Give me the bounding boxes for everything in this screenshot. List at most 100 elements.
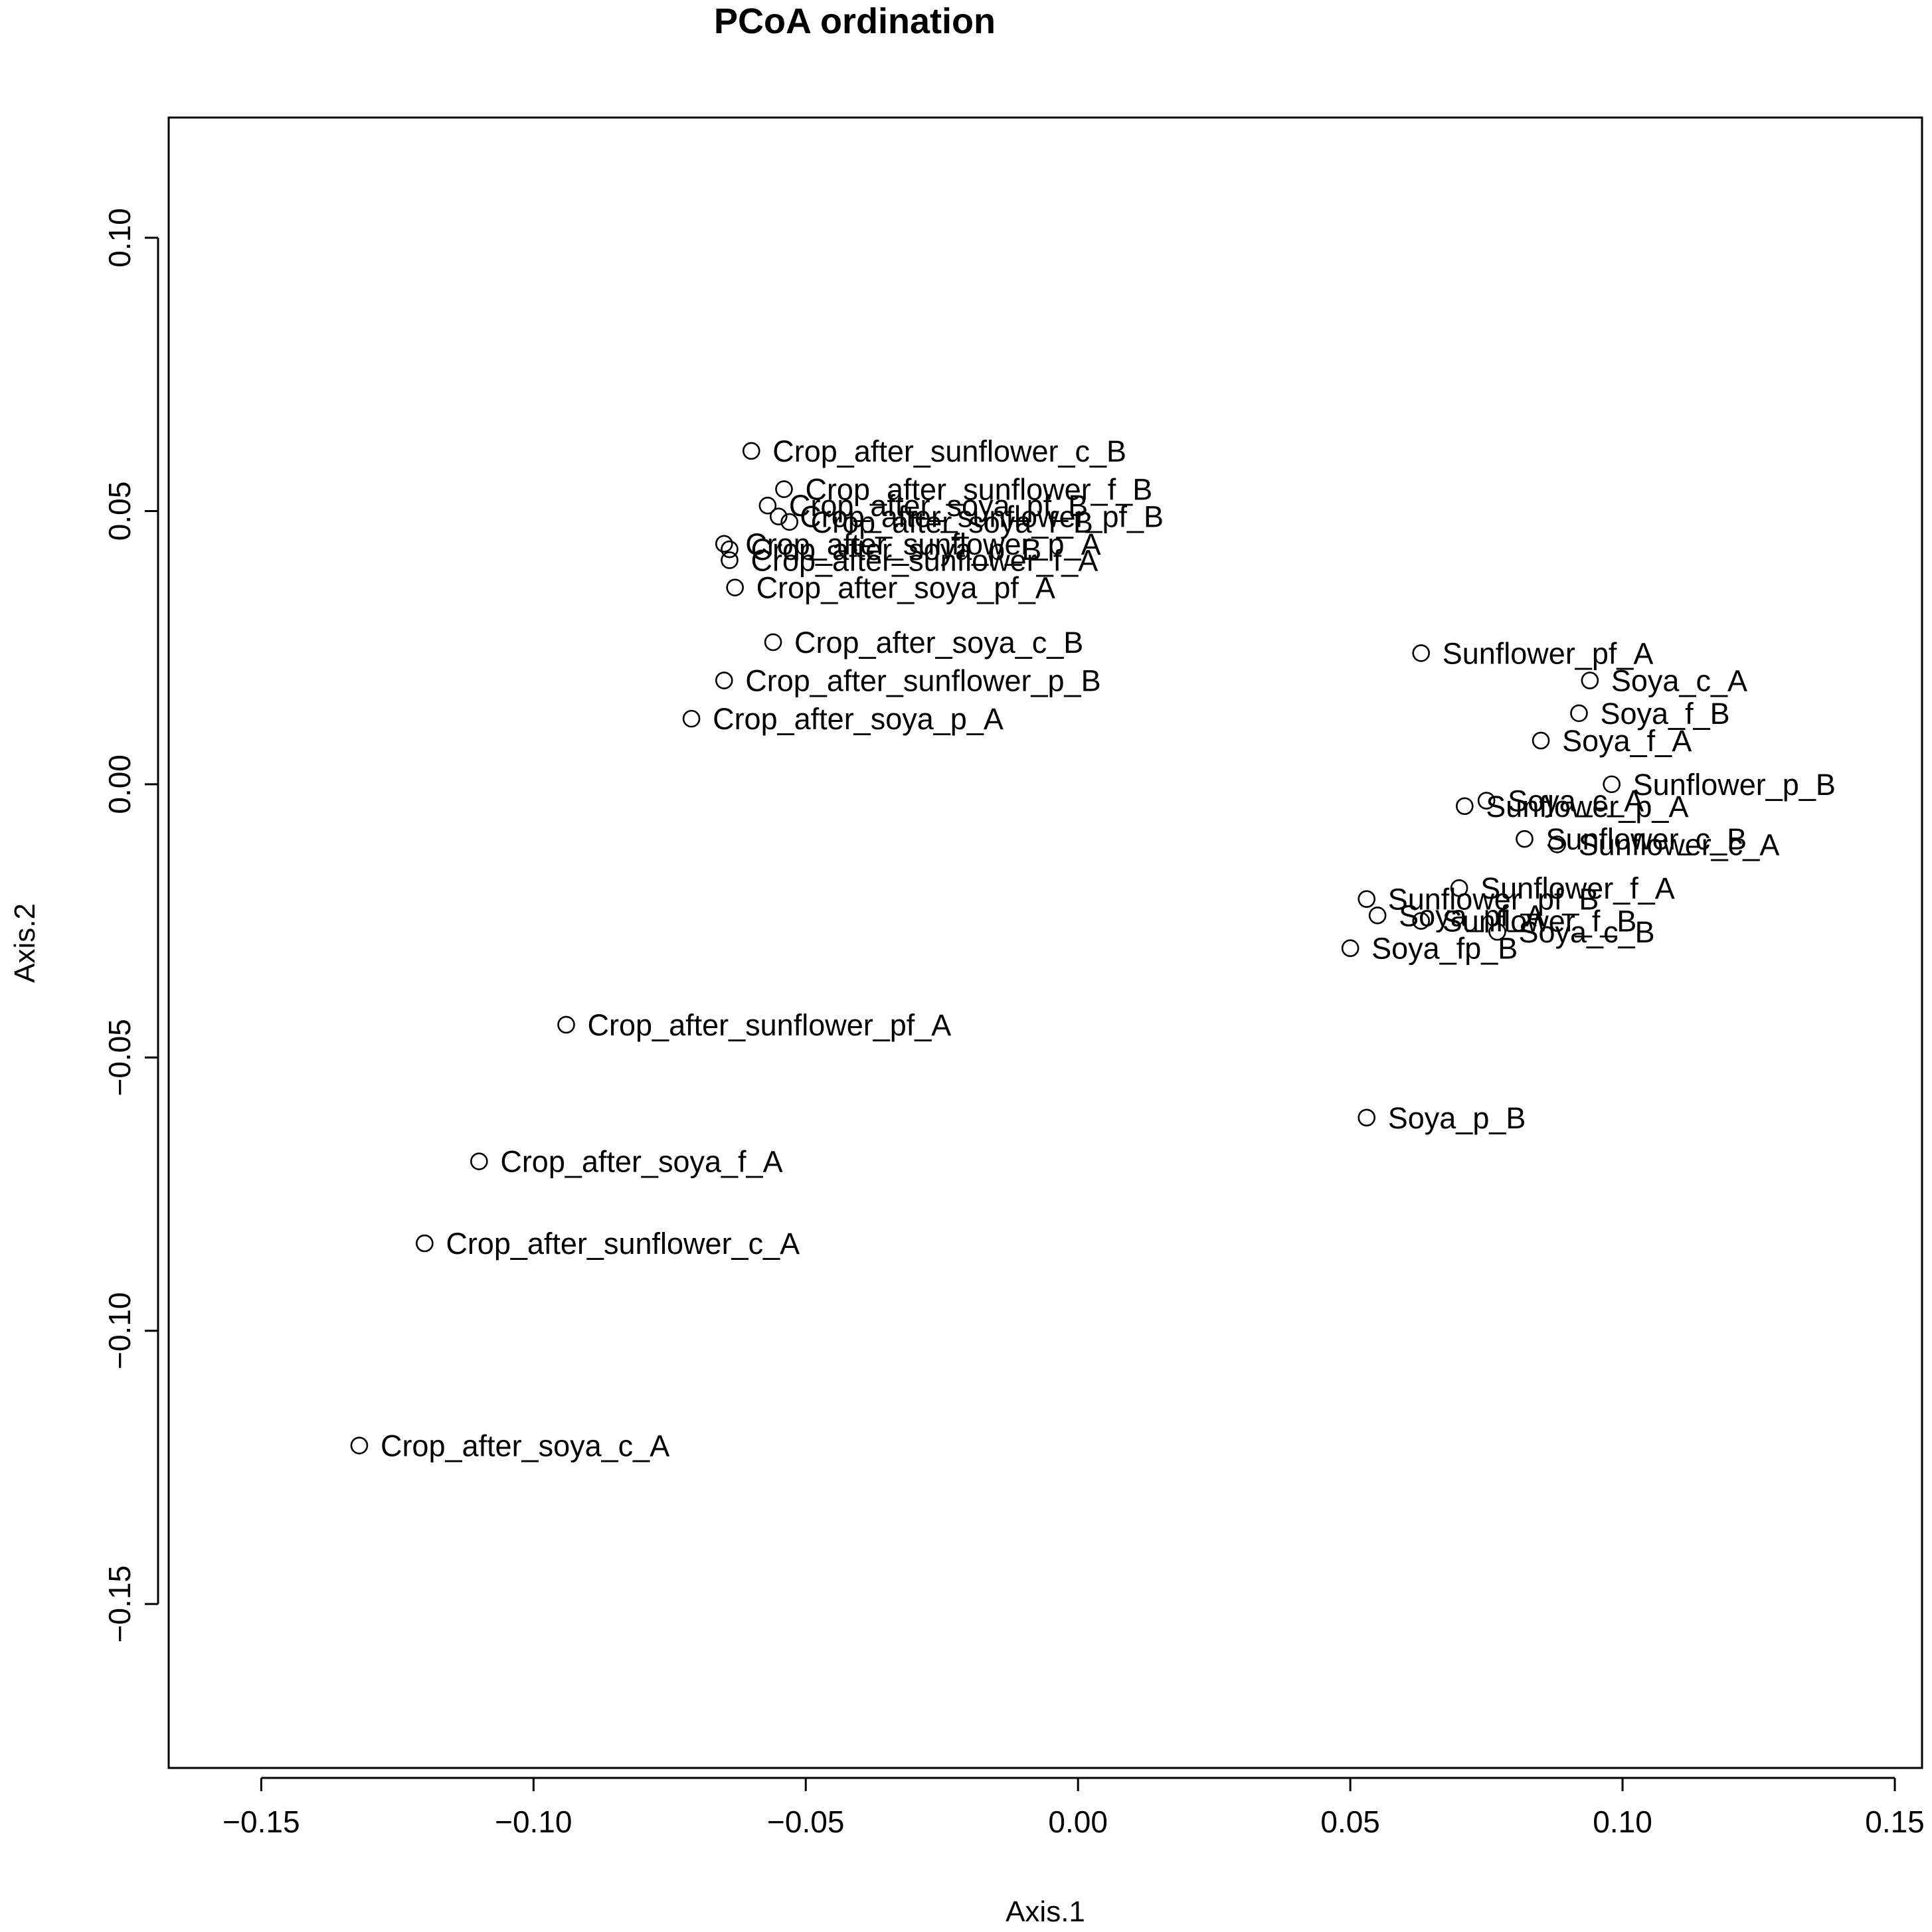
data-point-marker	[1548, 835, 1566, 853]
data-point-marker	[742, 442, 760, 460]
x-tick-label: 0.15	[1865, 1804, 1925, 1839]
data-point-label: Sunflower_f_B	[1443, 905, 1637, 938]
data-point-label: Crop_after_sunflower_pf_A	[588, 1008, 952, 1042]
data-point-group: Crop_after_sunflower_c_A	[416, 1227, 800, 1261]
data-point-group: Crop_after_soya_c_A	[350, 1429, 669, 1463]
x-tick-label: 0.10	[1593, 1804, 1652, 1839]
data-point-marker	[1581, 671, 1599, 689]
data-point-group: Crop_after_sunflower_p_B	[715, 664, 1101, 698]
data-point-label: Soya_c_A	[1508, 784, 1644, 818]
data-point-group: Soya_fp_B	[1341, 932, 1518, 966]
y-axis: −0.15 −0.10 −0.05 0.00 0.05 0.10	[102, 208, 159, 1642]
data-point-marker	[1488, 922, 1506, 941]
x-tick-label: −0.10	[495, 1804, 572, 1839]
data-point-marker	[764, 633, 782, 652]
data-point-group: Crop_after_sunflower_c_B	[742, 434, 1126, 468]
data-point-marker	[1358, 890, 1376, 908]
data-point-group: Crop_after_soya_p_B	[721, 533, 1041, 567]
data-point-marker	[1341, 939, 1360, 958]
data-point-label: Crop_after_sunflower_p_A	[745, 527, 1100, 561]
data-point-group: Sunflower_pf_A	[1412, 636, 1654, 670]
y-tick-label: −0.10	[102, 1292, 137, 1369]
data-point-marker	[416, 1234, 434, 1253]
data-point-group: Crop_after_soya_pf_B	[758, 489, 1088, 523]
data-point-marker	[557, 1015, 575, 1034]
data-point-marker	[1450, 879, 1468, 897]
data-point-marker	[1603, 775, 1621, 794]
data-point-label: Soya_c_B	[1518, 915, 1654, 949]
data-point-marker	[1358, 1108, 1376, 1127]
data-point-label: Sunflower_f_A	[1480, 871, 1675, 905]
data-point-marker	[350, 1437, 369, 1454]
data-point-marker	[1368, 907, 1387, 924]
data-point-label: Crop_after_soya_c_B	[794, 626, 1083, 659]
data-point-group: Sunflower_p_A	[1456, 790, 1689, 824]
data-point-label: Crop_after_soya_f_A	[500, 1145, 782, 1179]
data-point-label: Sunflower_pf_A	[1443, 636, 1654, 670]
data-point-label: Crop_after_soya_f_B	[811, 505, 1093, 539]
data-point-label: Crop_after_soya_c_A	[381, 1429, 669, 1463]
data-point-marker	[1516, 830, 1534, 848]
y-tick-label: 0.10	[102, 208, 137, 268]
data-point-marker	[682, 709, 701, 728]
data-point-label: Soya_p_B	[1388, 1101, 1526, 1135]
data-point-group: Soya_p_B	[1358, 1101, 1526, 1135]
x-tick-label: −0.15	[222, 1804, 300, 1839]
data-point-label: Crop_after_soya_pf_A	[756, 571, 1055, 605]
data-point-marker	[758, 496, 777, 515]
data-point-group: Crop_after_sunflower_f_A	[721, 544, 1098, 578]
data-point-label: Soya_c_A	[1611, 664, 1747, 698]
data-point-label: Sunflower_c_A	[1579, 828, 1780, 861]
data-point-marker	[1456, 797, 1474, 816]
data-point-group: Crop_after_sunflower_pf_B	[769, 500, 1164, 534]
y-tick-label: −0.15	[102, 1565, 137, 1642]
data-point-label: Crop_after_sunflower_f_B	[805, 473, 1152, 507]
data-point-group: Soya_f_B	[1570, 697, 1730, 731]
data-point-group: Sunflower_f_B	[1412, 905, 1637, 938]
data-point-marker	[1570, 704, 1588, 723]
data-point-label: Crop_after_sunflower_f_A	[750, 544, 1098, 578]
data-point-group: Sunflower_p_B	[1603, 768, 1836, 802]
data-point-group: Sunflower_c_A	[1548, 828, 1780, 861]
y-tick-label: 0.00	[102, 754, 137, 814]
data-point-label: Crop_after_sunflower_c_B	[772, 434, 1126, 468]
data-point-label: Soya_fp_B	[1371, 932, 1518, 966]
data-point-group: Crop_after_soya_f_A	[470, 1145, 783, 1179]
data-point-label: Crop_after_sunflower_p_B	[745, 664, 1100, 698]
data-point-label: Crop_after_soya_pf_B	[789, 489, 1088, 523]
data-point-label: Crop_after_sunflower_c_A	[446, 1227, 800, 1261]
y-tick-label: −0.05	[102, 1019, 137, 1096]
data-point-group: Soya_c_A	[1581, 664, 1747, 698]
data-point-label: Sunflower_c_B	[1545, 822, 1747, 856]
data-point-group: Sunflower_c_B	[1516, 822, 1747, 856]
plot-area-frame	[167, 116, 1923, 1769]
data-point-marker	[726, 578, 744, 596]
data-point-group: Crop_after_soya_f_B	[780, 505, 1093, 539]
data-point-label: Soya_pf_A	[1399, 899, 1545, 932]
data-point-marker	[769, 507, 788, 525]
data-point-group: Soya_pf_A	[1368, 899, 1545, 932]
data-point-group: Soya_c_A	[1477, 784, 1644, 818]
x-tick-label: 0.05	[1320, 1804, 1380, 1839]
data-point-group: Crop_after_sunflower_p_A	[715, 527, 1101, 561]
data-point-group: Soya_c_B	[1488, 915, 1655, 949]
data-point-label: Sunflower_p_A	[1486, 790, 1688, 824]
data-point-marker	[721, 551, 739, 569]
data-point-marker	[715, 671, 733, 689]
data-point-marker	[1477, 792, 1496, 810]
data-point-group: Crop_after_soya_c_B	[764, 626, 1083, 659]
data-point-marker	[1412, 912, 1431, 930]
data-point-marker	[1532, 731, 1550, 750]
data-point-marker	[1412, 644, 1431, 662]
x-tick-label: 0.00	[1048, 1804, 1108, 1839]
data-point-marker	[715, 535, 733, 553]
data-point-group: Sunflower_f_A	[1450, 871, 1675, 905]
x-axis-label: Axis.1	[1006, 1895, 1085, 1928]
data-point-marker	[470, 1152, 488, 1170]
data-points-layer: Crop_after_sunflower_c_B Crop_after_sunfl…	[350, 434, 1836, 1463]
data-point-label: Soya_f_B	[1600, 697, 1729, 731]
data-point-label: Sunflower_pf_B	[1388, 883, 1599, 917]
x-axis: −0.15 −0.10 −0.05 0.00 0.05 0.10 0.15	[222, 1777, 1925, 1839]
data-point-label: Soya_f_A	[1562, 724, 1692, 758]
